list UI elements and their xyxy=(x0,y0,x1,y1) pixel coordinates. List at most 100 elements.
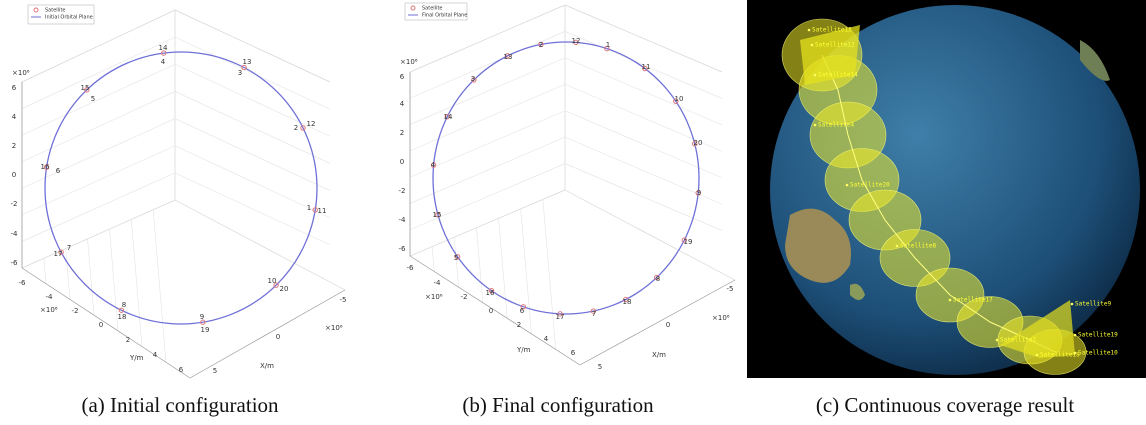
satellite-label: Satellite2 xyxy=(1000,337,1037,344)
satellite-label: 3 xyxy=(238,69,242,77)
axis-exponent: ×10⁶ xyxy=(400,58,418,66)
satellite-label: 10 xyxy=(268,277,277,285)
figure: 14413312211110209198187171661556420-2-4-… xyxy=(0,0,1146,425)
satellite-marker xyxy=(949,299,952,302)
y-tick-label: -4 xyxy=(434,279,442,287)
satellite-label: 4 xyxy=(431,161,436,169)
satellite-label: 1 xyxy=(606,41,610,49)
satellite-label: 5 xyxy=(91,95,95,103)
z-tick-label: -6 xyxy=(399,245,407,253)
satellite-label: 8 xyxy=(656,275,660,283)
y-tick-label: -2 xyxy=(72,307,79,315)
grid-line xyxy=(22,91,175,161)
grid-line xyxy=(454,237,458,287)
y-tick-label: 2 xyxy=(517,321,521,329)
satellite-label: 7 xyxy=(67,244,71,252)
z-tick-label: -4 xyxy=(11,230,19,238)
y-tick-label: 4 xyxy=(544,335,549,343)
z-tick-label: 2 xyxy=(12,142,16,150)
satellite-label: 6 xyxy=(520,307,525,315)
z-tick-label: 0 xyxy=(12,171,16,179)
y-axis-label: Y/m xyxy=(129,354,144,362)
satellite-marker xyxy=(811,44,814,47)
satellite-label: 19 xyxy=(201,326,210,334)
satellite-label: Satellite9 xyxy=(1075,301,1112,308)
satellite-label: 1 xyxy=(307,204,311,212)
y-tick-label: -6 xyxy=(407,264,415,272)
satellite-label: 18 xyxy=(623,298,632,306)
satellite-marker xyxy=(1036,354,1039,357)
axis-exponent: ×10⁶ xyxy=(12,69,30,77)
grid-line xyxy=(131,219,142,346)
satellite-label: 12 xyxy=(572,37,581,45)
caption: (c) Continuous coverage result xyxy=(816,393,1075,417)
satellite-label: Satellite12 xyxy=(815,42,855,49)
axis-exponent: ×10⁶ xyxy=(712,314,730,322)
x-tick-label: 0 xyxy=(276,333,280,341)
satellite-label: 15 xyxy=(433,211,442,219)
z-tick-label: 4 xyxy=(400,100,405,108)
satellite-label: 9 xyxy=(697,189,701,197)
satellite-label: 13 xyxy=(504,53,513,61)
y-tick-label: 4 xyxy=(153,351,158,359)
z-tick-label: -2 xyxy=(399,187,406,195)
satellite-label: 20 xyxy=(694,139,703,147)
legend-text: Satellite xyxy=(422,6,442,12)
grid-line xyxy=(476,228,482,303)
y-tick-label: -6 xyxy=(19,279,27,287)
satellite-label: 17 xyxy=(54,250,63,258)
x-axis-label: X/m xyxy=(652,351,666,359)
z-tick-label: -6 xyxy=(11,259,19,267)
grid-line xyxy=(44,258,46,283)
x-axis-label: X/m xyxy=(260,362,274,370)
satellite-label: 19 xyxy=(684,238,693,246)
x-tick-label: -5 xyxy=(340,296,347,304)
satellite-label: 16 xyxy=(486,289,495,297)
caption: (b) Final configuration xyxy=(462,393,654,417)
satellite-label: Satellite8 xyxy=(900,243,937,250)
legend-text: Final Orbital Plane xyxy=(422,13,467,19)
satellite-label: 5 xyxy=(454,254,458,262)
grid-line xyxy=(22,200,175,268)
z-tick-label: -4 xyxy=(399,216,407,224)
satellite-label: 7 xyxy=(592,310,596,318)
satellite-marker xyxy=(1074,334,1077,337)
grid-line xyxy=(175,10,330,82)
satellite-label: Satellite10 xyxy=(1078,350,1118,357)
satellite-label: 14 xyxy=(159,44,168,52)
z-tick-label: -2 xyxy=(11,200,18,208)
page: 14413312211110209198187171661556420-2-4-… xyxy=(0,0,1146,425)
y-tick-label: 6 xyxy=(179,366,184,374)
satellite-label: 2 xyxy=(539,41,543,49)
grid-line xyxy=(175,119,330,191)
satellite-label: 16 xyxy=(41,163,50,171)
z-tick-label: 6 xyxy=(400,73,405,81)
grid-line xyxy=(175,37,330,109)
satellite-label: 15 xyxy=(81,84,90,92)
grid-line xyxy=(521,209,532,334)
satellite-label: 17 xyxy=(556,313,565,321)
satellite-label: Satellite20 xyxy=(850,182,890,189)
z-tick-label: 0 xyxy=(400,158,404,166)
grid-line xyxy=(432,247,434,272)
x-tick-label: 0 xyxy=(666,321,670,329)
satellite-label: 13 xyxy=(243,58,252,66)
satellite-label: Satellite13 xyxy=(812,27,852,34)
grid-line xyxy=(88,239,94,315)
grid-line xyxy=(410,190,565,256)
z-tick-label: 4 xyxy=(12,113,17,121)
y-tick-label: 2 xyxy=(126,336,130,344)
satellite-label: 6 xyxy=(56,167,61,175)
satellite-label: Satellite19 xyxy=(1078,332,1118,339)
satellite-marker xyxy=(1071,303,1074,306)
grid-line xyxy=(66,249,70,300)
y-tick-label: 6 xyxy=(571,349,576,357)
satellite-label: 10 xyxy=(675,95,684,103)
x-tick-label: -5 xyxy=(727,285,734,293)
grid-line xyxy=(543,199,556,349)
satellite-marker xyxy=(846,184,849,187)
satellite-marker xyxy=(996,339,999,342)
satellite-label: 12 xyxy=(307,120,316,128)
satellite-label: 11 xyxy=(318,207,327,215)
legend-text: Initial Orbital Plane xyxy=(45,15,93,21)
